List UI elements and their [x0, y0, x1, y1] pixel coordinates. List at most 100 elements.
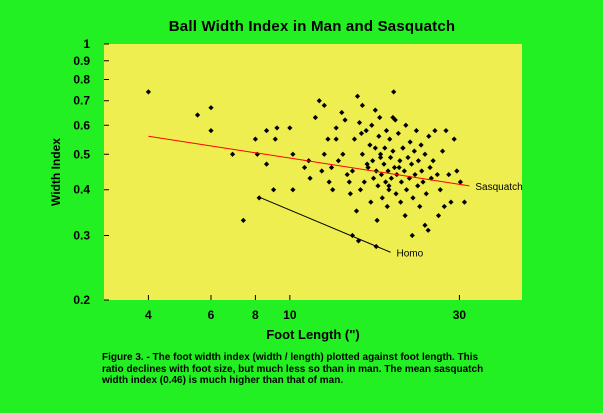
- data-point: [256, 195, 262, 201]
- data-point: [434, 171, 440, 178]
- x-tick-label: 4: [145, 308, 152, 322]
- data-point: [402, 212, 408, 219]
- data-point: [401, 168, 407, 174]
- data-point: [354, 93, 361, 99]
- data-point: [435, 212, 442, 219]
- homo-line-label: Homo: [397, 248, 424, 259]
- data-point: [377, 114, 383, 121]
- data-point: [393, 191, 399, 197]
- data-point: [349, 168, 356, 174]
- data-point: [387, 154, 394, 161]
- data-point: [344, 171, 350, 178]
- data-point: [358, 130, 365, 137]
- data-point: [229, 151, 236, 157]
- data-point: [410, 195, 416, 201]
- axis-ticks: 4 6 8 10 30 0.2 0.3 0.4 0.5 0.6 0.7 0.8 0.9 1: [73, 37, 466, 322]
- data-point: [415, 183, 421, 189]
- data-point: [346, 179, 352, 185]
- data-point: [390, 148, 396, 154]
- data-point: [428, 175, 434, 181]
- data-point: [398, 179, 404, 185]
- data-point: [422, 151, 428, 157]
- sasquatch-line-label: Sasquatch: [475, 182, 522, 193]
- data-point: [446, 171, 452, 178]
- data-point: [321, 151, 327, 157]
- data-point: [439, 148, 446, 154]
- data-point: [340, 151, 346, 157]
- data-point: [270, 187, 277, 193]
- figure-caption: Figure 3. - The foot width index (width …: [102, 352, 484, 386]
- data-point: [374, 217, 380, 223]
- data-point: [208, 105, 214, 111]
- y-axis-label: Width Index: [49, 138, 63, 206]
- x-tick-label: 6: [208, 308, 215, 322]
- data-point: [326, 179, 332, 185]
- data-point: [312, 114, 318, 121]
- y-tick-label: 0.8: [73, 72, 90, 86]
- data-point: [427, 164, 433, 171]
- data-point: [403, 122, 409, 128]
- data-point: [335, 158, 342, 164]
- data-point: [408, 161, 415, 167]
- data-point: [355, 238, 362, 244]
- y-tick-label: 0.5: [73, 147, 90, 161]
- data-point: [378, 171, 385, 178]
- data-point: [316, 98, 322, 104]
- homo-fit-line: [260, 197, 391, 253]
- data-point: [461, 199, 468, 205]
- data-points: [145, 89, 468, 250]
- data-point: [347, 191, 353, 197]
- data-point: [441, 203, 447, 210]
- data-point: [377, 154, 384, 161]
- plot-area: [104, 44, 522, 300]
- data-point: [400, 145, 406, 151]
- data-point: [409, 232, 415, 239]
- data-point: [357, 187, 364, 193]
- data-point: [370, 175, 377, 181]
- data-point: [425, 227, 431, 233]
- data-point: [307, 175, 313, 181]
- data-point: [391, 164, 398, 171]
- data-point: [387, 136, 393, 142]
- data-point: [372, 145, 378, 151]
- data-point: [364, 161, 370, 167]
- data-point: [411, 148, 417, 154]
- data-point: [448, 199, 454, 205]
- data-point: [353, 208, 360, 214]
- data-point: [397, 158, 403, 164]
- data-point: [388, 175, 394, 181]
- data-point: [398, 199, 404, 205]
- data-point: [263, 161, 270, 167]
- data-point: [194, 112, 201, 118]
- data-point: [391, 89, 397, 95]
- data-point: [263, 128, 270, 134]
- data-point: [419, 168, 425, 174]
- data-point: [359, 151, 365, 157]
- data-point: [319, 168, 325, 174]
- data-point: [454, 168, 460, 174]
- fit-lines: Sasquatch Homo: [148, 135, 523, 259]
- data-point: [328, 164, 335, 171]
- data-point: [415, 158, 422, 164]
- data-point: [384, 203, 390, 210]
- data-point: [356, 120, 363, 126]
- y-tick-label: 0.2: [73, 293, 90, 307]
- data-point: [372, 107, 378, 113]
- data-point: [301, 164, 308, 171]
- data-point: [382, 145, 388, 151]
- x-tick-label: 10: [283, 308, 297, 322]
- y-tick-label: 0.4: [73, 183, 90, 197]
- data-point: [330, 187, 336, 193]
- data-point: [145, 89, 152, 95]
- data-point: [339, 109, 345, 116]
- x-tick-label: 30: [453, 308, 467, 322]
- data-point: [395, 130, 401, 137]
- data-point: [379, 195, 385, 201]
- data-point: [405, 154, 411, 161]
- y-tick-label: 0.9: [73, 54, 90, 68]
- data-point: [240, 217, 246, 223]
- data-point: [390, 114, 396, 121]
- data-point: [386, 187, 392, 193]
- data-point: [403, 187, 410, 193]
- chart-title: Ball Width Index in Man and Sasquatch: [168, 18, 456, 35]
